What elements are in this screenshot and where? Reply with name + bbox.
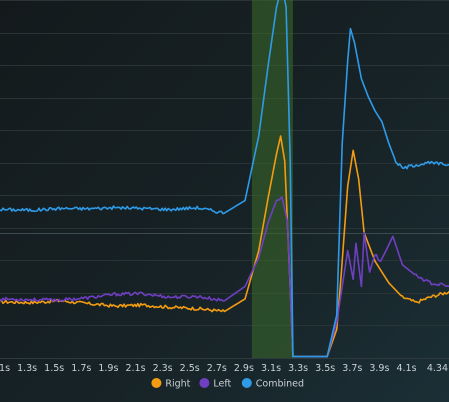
legend-item-combined[interactable]: Combined [241,378,304,390]
legend-item-right[interactable]: Right [151,378,191,390]
series-line-left [0,196,449,358]
legend-label: Left [213,379,231,390]
x-tick-label: 4.1s [396,363,416,374]
x-tick-label: 1.3s [17,363,37,374]
x-tick-label: 1.7s [71,363,91,374]
x-axis: 1.1s 1.3s 1.5s 1.7s 1.9s 2.1s 2.3s 2.5s 2.7s 2.9s… [0,363,448,374]
x-tick-label: 1.5s [44,363,64,374]
legend-label: Right [165,379,190,390]
grid-layer [0,0,449,359]
x-tick-label: 1.1s [0,363,10,374]
x-tick-label: 3.7s [342,363,362,374]
legend-swatch [199,378,210,388]
x-tick-label: 2.7s [207,363,227,374]
x-tick-label: 3.9s [369,363,389,374]
series-layer [0,0,449,358]
x-tick-label: 1.9s [98,363,118,374]
x-tick-label: 3.1s [261,363,281,374]
series-line-combined [0,0,449,358]
x-tick-label: 4.34 [427,363,448,374]
x-tick-label: 3.3s [288,363,308,374]
legend-item-left[interactable]: Left [199,378,232,390]
legend-swatch [241,378,252,388]
legend-label: Combined [256,379,304,390]
x-tick-label: 3.5s [315,363,335,374]
legend-swatch [151,378,162,388]
legend: Right Left Combined [151,378,304,390]
x-tick-label: 2.5s [180,363,200,374]
x-tick-label: 2.3s [153,363,173,374]
x-tick-label: 2.9s [234,363,254,374]
x-tick-label: 2.1s [125,363,145,374]
